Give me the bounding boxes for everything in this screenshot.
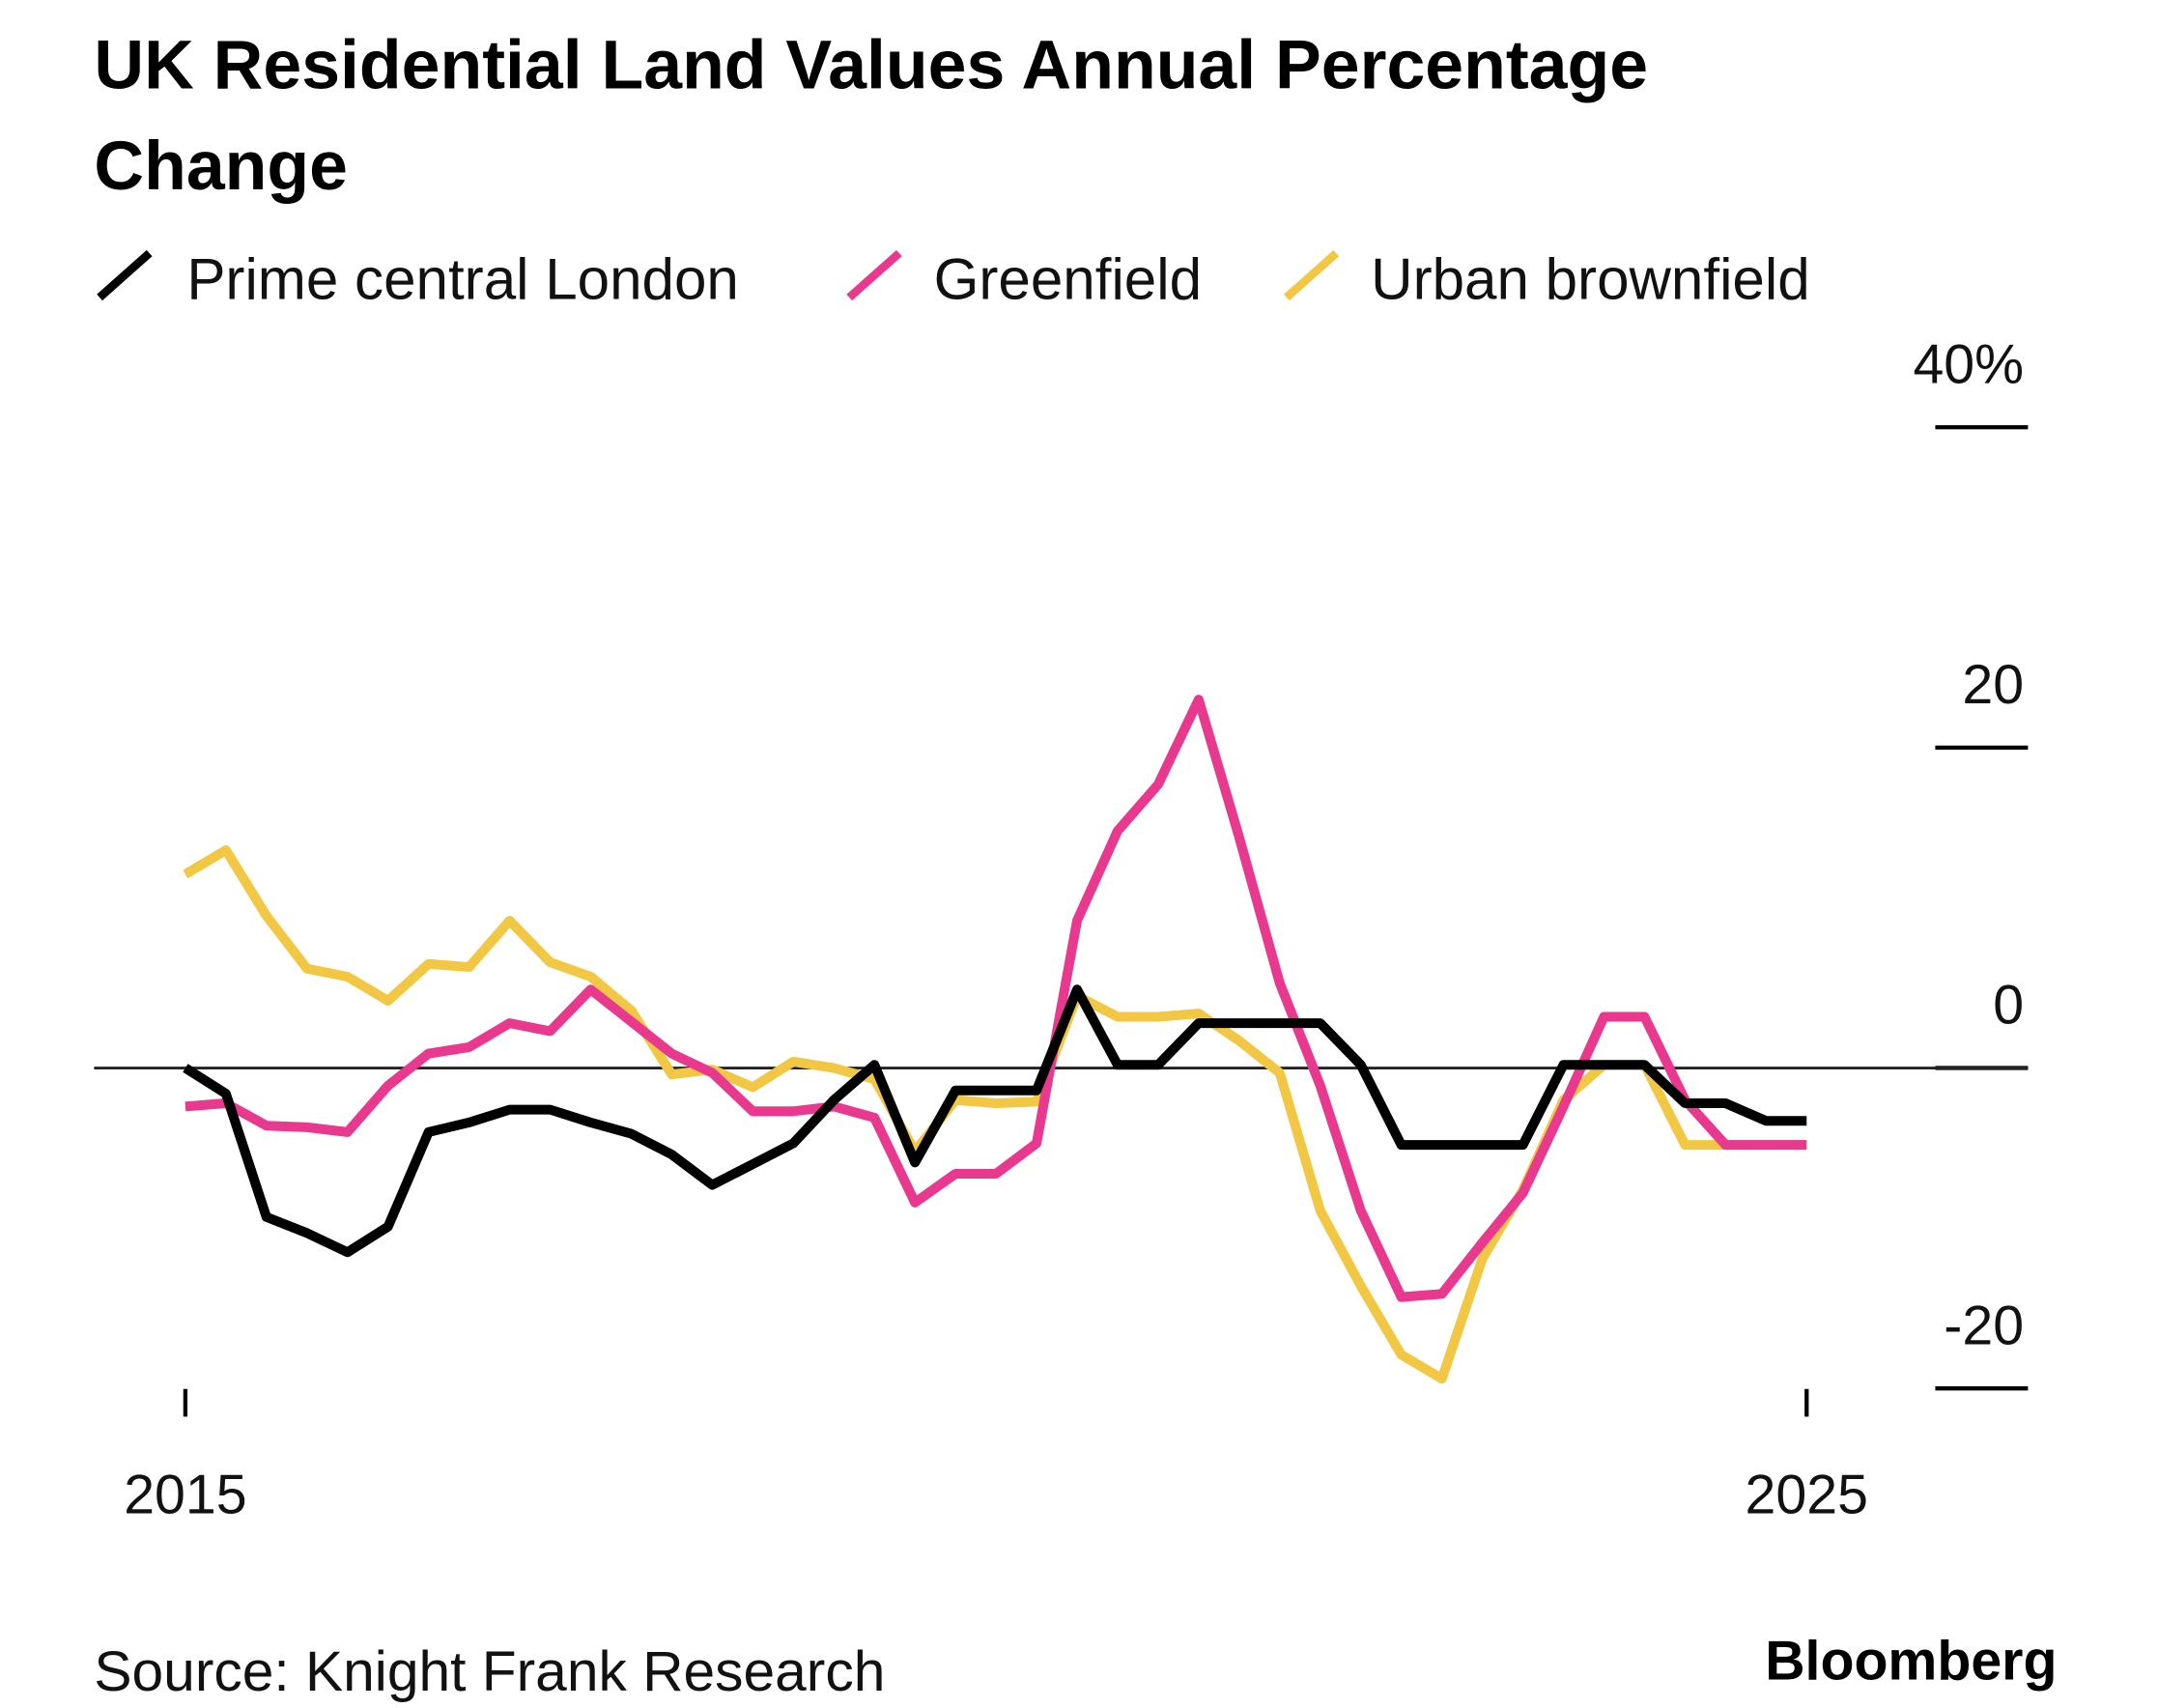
series-line-prime-central-london [183, 984, 1807, 1258]
bloomberg-logo: Bloomberg [1765, 1630, 2057, 1692]
chart-title-line-2: Change [94, 128, 348, 205]
series-lines [183, 695, 1807, 1384]
legend-swatch-greenfield [846, 249, 902, 301]
y-tick-label: 0 [1993, 975, 2024, 1037]
y-tick-label: 20 [1962, 654, 2024, 716]
y-tick-label: 40% [1913, 333, 2024, 395]
y-tick-label: -20 [1944, 1295, 2024, 1356]
chart-title-line-1: UK Residential Land Values Annual Percen… [94, 27, 1648, 104]
y-axis: 40% 20 0 -20 [1913, 333, 2029, 1391]
x-tick-label-2015: 2015 [124, 1465, 246, 1526]
legend-label-urban-brownfield: Urban brownfield [1371, 246, 1810, 311]
series-line-greenfield [185, 695, 1807, 1302]
legend-swatch-urban-brownfield [1283, 249, 1340, 301]
legend: Prime central London Greenfield Urban br… [97, 246, 1810, 311]
legend-swatch-prime-central-london [97, 249, 153, 301]
x-tick-label-2025: 2025 [1746, 1465, 1868, 1526]
legend-label-greenfield: Greenfield [934, 246, 1202, 311]
x-axis: 2015 2025 [124, 1388, 1868, 1526]
legend-label-prime-central-london: Prime central London [186, 246, 739, 311]
source-note: Source: Knight Frank Research [94, 1640, 885, 1703]
